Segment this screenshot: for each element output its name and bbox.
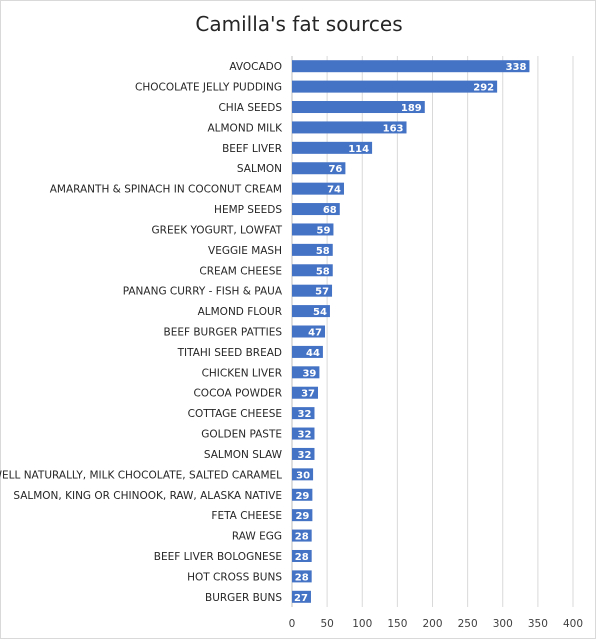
category-label: TITAHI SEED BREAD bbox=[177, 347, 282, 359]
data-label: 27 bbox=[294, 593, 308, 604]
bar bbox=[292, 121, 407, 134]
category-label: BEEF LIVER bbox=[222, 143, 282, 155]
category-label: HOT CROSS BUNS bbox=[187, 571, 282, 583]
data-label: 47 bbox=[308, 328, 322, 339]
data-label: 28 bbox=[295, 572, 309, 583]
data-label: 39 bbox=[302, 368, 316, 379]
data-label: 28 bbox=[295, 552, 309, 563]
data-label: 54 bbox=[313, 307, 327, 318]
data-label: 292 bbox=[473, 83, 494, 94]
data-label: 114 bbox=[348, 144, 369, 155]
x-tick-label: 100 bbox=[352, 618, 372, 630]
x-tick-label: 350 bbox=[528, 618, 548, 630]
data-label: 57 bbox=[315, 287, 329, 298]
category-label: CHICKEN LIVER bbox=[202, 367, 282, 379]
data-label: 29 bbox=[295, 491, 309, 502]
data-label: 30 bbox=[296, 470, 310, 481]
data-label: 338 bbox=[506, 62, 527, 73]
category-label: SALMON bbox=[237, 163, 282, 175]
data-label: 58 bbox=[316, 266, 330, 277]
category-label: PANANG CURRY - FISH & PAUA bbox=[123, 286, 283, 298]
chart-title: Camilla's fat sources bbox=[195, 12, 403, 36]
bar bbox=[292, 529, 312, 542]
data-label: 32 bbox=[298, 409, 312, 420]
x-tick-label: 150 bbox=[387, 618, 407, 630]
bar bbox=[292, 264, 333, 277]
bar bbox=[292, 101, 425, 114]
data-label: 37 bbox=[301, 389, 315, 400]
category-label: ALMOND MILK bbox=[207, 122, 283, 134]
bar bbox=[292, 80, 498, 93]
data-label: 76 bbox=[328, 164, 342, 175]
bar bbox=[292, 345, 323, 358]
data-label: 32 bbox=[298, 450, 312, 461]
category-label: BURGER BUNS bbox=[205, 592, 282, 604]
bar bbox=[292, 488, 313, 501]
bar bbox=[292, 182, 344, 195]
category-label: CHOCOLATE JELLY PUDDING bbox=[135, 82, 282, 94]
bar bbox=[292, 284, 333, 297]
category-label: CREAM CHEESE bbox=[199, 265, 282, 277]
category-label: WELL NATURALLY, MILK CHOCOLATE, SALTED C… bbox=[0, 469, 282, 481]
x-tick-label: 300 bbox=[493, 618, 513, 630]
bar bbox=[292, 325, 326, 338]
category-label: GOLDEN PASTE bbox=[201, 429, 282, 441]
category-label: VEGGIE MASH bbox=[208, 245, 282, 257]
data-label: 74 bbox=[327, 185, 341, 196]
data-label: 59 bbox=[317, 225, 331, 236]
bar bbox=[292, 386, 318, 399]
category-label: BEEF BURGER PATTIES bbox=[163, 327, 282, 339]
category-label: SALMON SLAW bbox=[204, 449, 283, 461]
category-label: SALMON, KING OR CHINOOK, RAW, ALASKA NAT… bbox=[13, 490, 282, 502]
category-label: AMARANTH & SPINACH IN COCONUT CREAM bbox=[50, 184, 282, 196]
bar bbox=[292, 305, 330, 318]
category-label: HEMP SEEDS bbox=[214, 204, 282, 216]
category-label: AVOCADO bbox=[229, 61, 282, 73]
category-label: GREEK YOGURT, LOWFAT bbox=[152, 224, 283, 236]
x-tick-label: 0 bbox=[289, 618, 296, 630]
x-tick-label: 200 bbox=[422, 618, 442, 630]
bar bbox=[292, 60, 530, 73]
data-label: 28 bbox=[295, 532, 309, 543]
bar bbox=[292, 366, 320, 379]
bar bbox=[292, 570, 312, 583]
bar bbox=[292, 223, 334, 236]
bar bbox=[292, 243, 333, 256]
data-label: 189 bbox=[401, 103, 422, 114]
bar bbox=[292, 509, 313, 522]
category-label: FETA CHEESE bbox=[211, 510, 282, 522]
category-label: ALMOND FLOUR bbox=[198, 306, 282, 318]
x-tick-label: 400 bbox=[563, 618, 583, 630]
x-tick-label: 50 bbox=[320, 618, 333, 630]
data-label: 58 bbox=[316, 246, 330, 257]
category-label: COCOA POWDER bbox=[193, 388, 282, 400]
data-label: 68 bbox=[323, 205, 337, 216]
bar bbox=[292, 427, 315, 440]
data-label: 44 bbox=[306, 348, 320, 359]
category-label: RAW EGG bbox=[232, 531, 282, 543]
category-label: COTTAGE CHEESE bbox=[188, 408, 282, 420]
data-label: 163 bbox=[383, 123, 404, 134]
x-tick-label: 250 bbox=[458, 618, 478, 630]
data-label: 29 bbox=[295, 511, 309, 522]
data-label: 32 bbox=[298, 430, 312, 441]
bar bbox=[292, 162, 346, 175]
bar bbox=[292, 407, 315, 420]
bar bbox=[292, 468, 314, 481]
category-label: CHIA SEEDS bbox=[218, 102, 282, 114]
bar bbox=[292, 447, 315, 460]
bar bbox=[292, 141, 373, 154]
bar bbox=[292, 590, 311, 603]
category-label: BEEF LIVER BOLOGNESE bbox=[154, 551, 282, 563]
bar bbox=[292, 203, 340, 216]
bar bbox=[292, 549, 312, 562]
